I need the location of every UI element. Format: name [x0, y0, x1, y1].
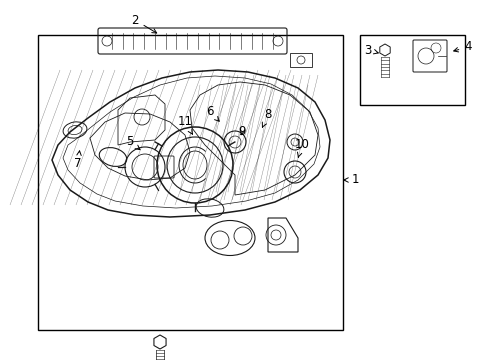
Text: 3: 3 — [364, 44, 378, 57]
Text: 8: 8 — [262, 108, 271, 127]
Text: 7: 7 — [74, 151, 81, 171]
Text: 11: 11 — [177, 116, 192, 134]
Text: 2: 2 — [131, 13, 156, 33]
Bar — [289, 53, 311, 67]
Text: 6: 6 — [206, 105, 219, 121]
Bar — [38, 35, 342, 330]
Bar — [359, 35, 464, 105]
Text: 1: 1 — [343, 174, 358, 186]
Text: 5: 5 — [126, 135, 140, 150]
Text: 9: 9 — [238, 126, 245, 139]
Text: 10: 10 — [294, 139, 309, 157]
Text: 4: 4 — [453, 40, 471, 54]
